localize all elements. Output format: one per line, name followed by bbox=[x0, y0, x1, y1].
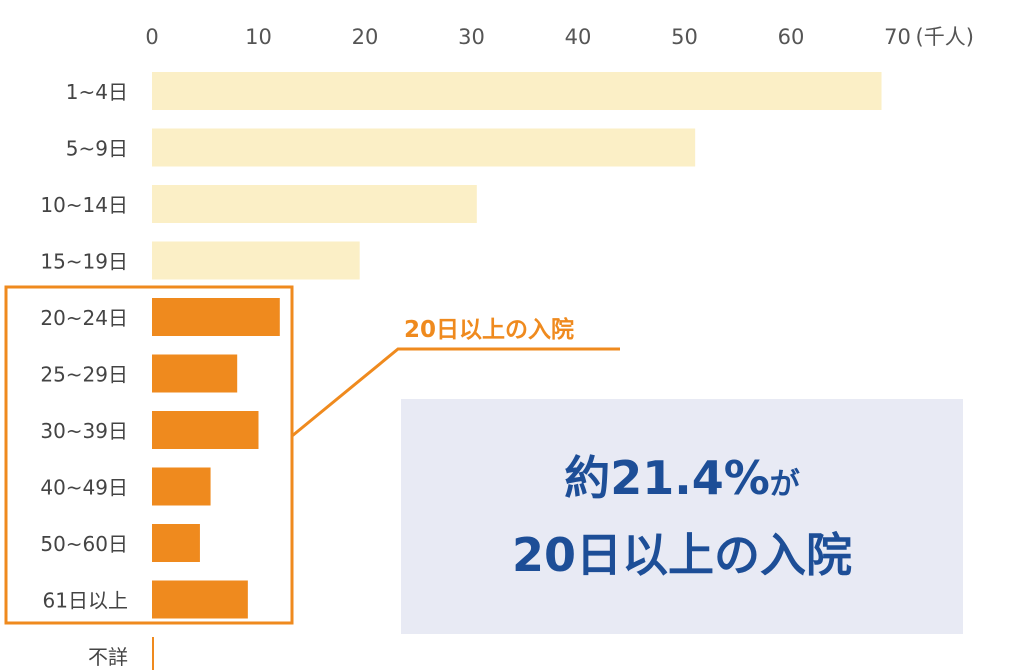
category-label: 25~29日 bbox=[40, 363, 128, 387]
category-label: 不詳 bbox=[88, 645, 128, 669]
x-tick-label: 60 bbox=[778, 25, 805, 49]
x-tick-label: 20 bbox=[352, 25, 379, 49]
bar bbox=[152, 580, 248, 619]
bar bbox=[152, 72, 882, 110]
x-tick-label: 70 bbox=[884, 25, 911, 49]
callout-line-1: 約21.4%が bbox=[564, 447, 800, 516]
x-tick-label: 40 bbox=[565, 25, 592, 49]
bar bbox=[152, 467, 211, 506]
category-label: 40~49日 bbox=[40, 476, 128, 500]
x-tick-label: 0 bbox=[145, 25, 158, 49]
callout-percentage: 約21.4% bbox=[564, 451, 770, 505]
x-tick-label: 10 bbox=[245, 25, 272, 49]
bar bbox=[152, 524, 200, 562]
bar bbox=[152, 128, 696, 167]
highlight-frame bbox=[4, 285, 294, 625]
bar bbox=[152, 241, 360, 280]
bar bbox=[152, 411, 259, 449]
highlight-leader-line bbox=[291, 347, 620, 438]
highlight-label: 20日以上の入院 bbox=[404, 316, 574, 343]
bar bbox=[152, 637, 154, 670]
category-label: 61日以上 bbox=[43, 589, 128, 613]
category-label: 15~19日 bbox=[40, 250, 128, 274]
x-tick-label: 50 bbox=[671, 25, 698, 49]
callout-suffix: が bbox=[769, 467, 800, 502]
x-axis-unit: (千人) bbox=[916, 25, 974, 49]
category-label: 20~24日 bbox=[40, 306, 128, 330]
category-label: 5~9日 bbox=[66, 137, 128, 161]
summary-callout: 約21.4%が 20日以上の入院 bbox=[401, 399, 963, 634]
category-label: 50~60日 bbox=[40, 532, 128, 556]
callout-line-2: 20日以上の入院 bbox=[511, 528, 852, 582]
category-label: 10~14日 bbox=[40, 193, 128, 217]
bar bbox=[152, 298, 280, 336]
category-label: 1~4日 bbox=[66, 80, 128, 104]
category-label: 30~39日 bbox=[40, 419, 128, 443]
bar bbox=[152, 185, 477, 223]
x-tick-label: 30 bbox=[458, 25, 485, 49]
category-labels: 1~4日 5~9日 10~14日 15~19日 20~24日 25~29日 30~39日 40… bbox=[40, 80, 128, 669]
bars bbox=[152, 72, 882, 670]
bar bbox=[152, 354, 238, 393]
x-axis-ticks: 0 10 20 30 40 50 60 70 (千人) bbox=[145, 25, 974, 49]
